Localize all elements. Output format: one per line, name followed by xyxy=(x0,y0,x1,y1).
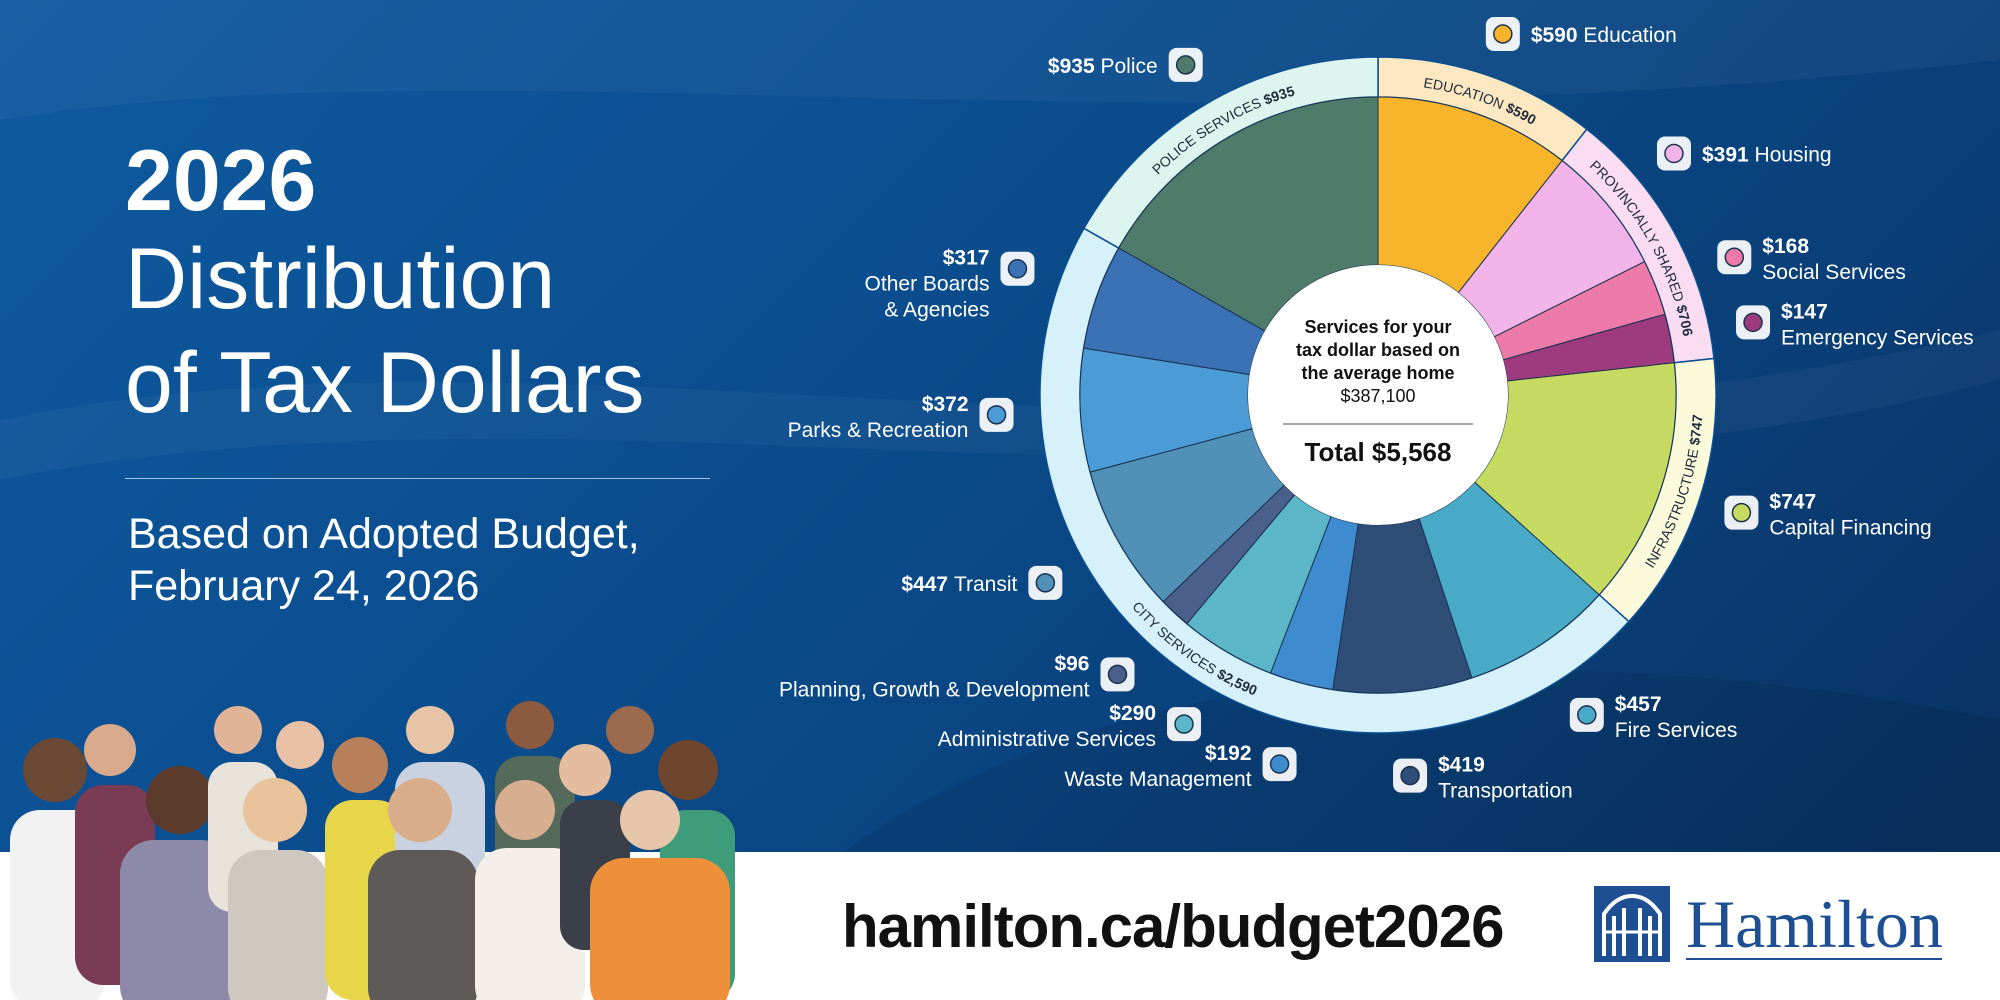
book-icon xyxy=(1000,251,1035,286)
hamilton-logo-mark-icon xyxy=(1594,886,1670,962)
title-line-1: Distribution xyxy=(125,231,556,327)
title-year: 2026 xyxy=(125,133,317,229)
category-label-capital-financing: Capital Financing xyxy=(1769,517,1931,540)
house-icon xyxy=(1656,136,1691,171)
label-education: $590 Education xyxy=(1531,24,1677,47)
police-badge-icon xyxy=(1168,47,1203,82)
bus-icon xyxy=(1028,565,1063,600)
money-icon xyxy=(1724,495,1759,530)
road-icon xyxy=(1393,758,1428,793)
medical-kit-icon xyxy=(1736,305,1771,340)
value-label-waste-management: $192 xyxy=(1205,742,1252,765)
category-label-fire-services: Fire Services xyxy=(1615,719,1738,742)
flame-icon xyxy=(1569,697,1604,732)
label-housing: $391 Housing xyxy=(1702,143,1832,166)
value-label-parks-and-recreation: $372 xyxy=(922,393,969,416)
trees-icon xyxy=(979,397,1014,432)
value-label-other-boards-and-agencies: $317 xyxy=(943,247,990,270)
center-total: Total $5,568 xyxy=(1305,437,1452,467)
subtitle-line-2: February 24, 2026 xyxy=(128,562,480,610)
factory-icon xyxy=(1100,657,1135,692)
category-label-parks-and-recreation: Parks & Recreation xyxy=(788,419,969,442)
center-text-line1: Services for your xyxy=(1304,317,1451,337)
hamilton-logo-underline xyxy=(1686,958,1942,960)
label-transit: $447 Transit xyxy=(901,573,1017,596)
slice-capital-financing xyxy=(1473,362,1677,596)
subtitle: Based on Adopted Budget, February 24, 20… xyxy=(128,508,728,612)
center-text-line4: $387,100 xyxy=(1340,386,1415,406)
category-label-other-boards-and-agencies: Other Boards xyxy=(865,273,990,296)
heart-hands-icon xyxy=(1717,240,1752,275)
graduation-cap-icon xyxy=(1485,16,1520,51)
value-label-fire-services: $457 xyxy=(1615,693,1662,716)
value-label-administrative-services: $290 xyxy=(1109,702,1156,725)
center-text-line3: the average home xyxy=(1301,363,1454,383)
category-label-emergency-services: Emergency Services xyxy=(1781,326,1974,349)
budget-url-link[interactable]: hamilton.ca/budget2026 xyxy=(842,893,1504,960)
category-label-other-boards-and-agencies-1: & Agencies xyxy=(884,299,989,322)
subtitle-line-1: Based on Adopted Budget, xyxy=(128,510,640,558)
value-label-capital-financing: $747 xyxy=(1769,491,1816,514)
title-divider xyxy=(125,478,710,479)
value-label-transportation: $419 xyxy=(1438,754,1485,777)
center-text-line2: tax dollar based on xyxy=(1296,340,1460,360)
people-illustration xyxy=(10,701,735,1000)
hamilton-logo: Hamilton xyxy=(1594,884,1954,964)
label-police: $935 Police xyxy=(1048,55,1158,78)
category-label-social-services: Social Services xyxy=(1762,261,1906,284)
value-label-social-services: $168 xyxy=(1762,235,1809,258)
category-label-planning-growth-and-development: Planning, Growth & Development xyxy=(779,678,1090,701)
trash-can-icon xyxy=(1262,747,1297,782)
value-label-planning-growth-and-development: $96 xyxy=(1054,652,1089,675)
id-card-icon xyxy=(1167,707,1202,742)
community-photo xyxy=(10,701,735,1000)
title-block: 2026 Distribution of Tax Dollars xyxy=(125,135,644,435)
category-label-waste-management: Waste Management xyxy=(1064,768,1251,791)
category-label-administrative-services: Administrative Services xyxy=(938,728,1156,751)
chart-center xyxy=(1248,265,1508,525)
hamilton-logo-text: Hamilton xyxy=(1686,886,1943,962)
title-line-2: of Tax Dollars xyxy=(125,335,645,431)
value-label-emergency-services: $147 xyxy=(1781,300,1828,323)
category-label-transportation: Transportation xyxy=(1438,780,1573,803)
